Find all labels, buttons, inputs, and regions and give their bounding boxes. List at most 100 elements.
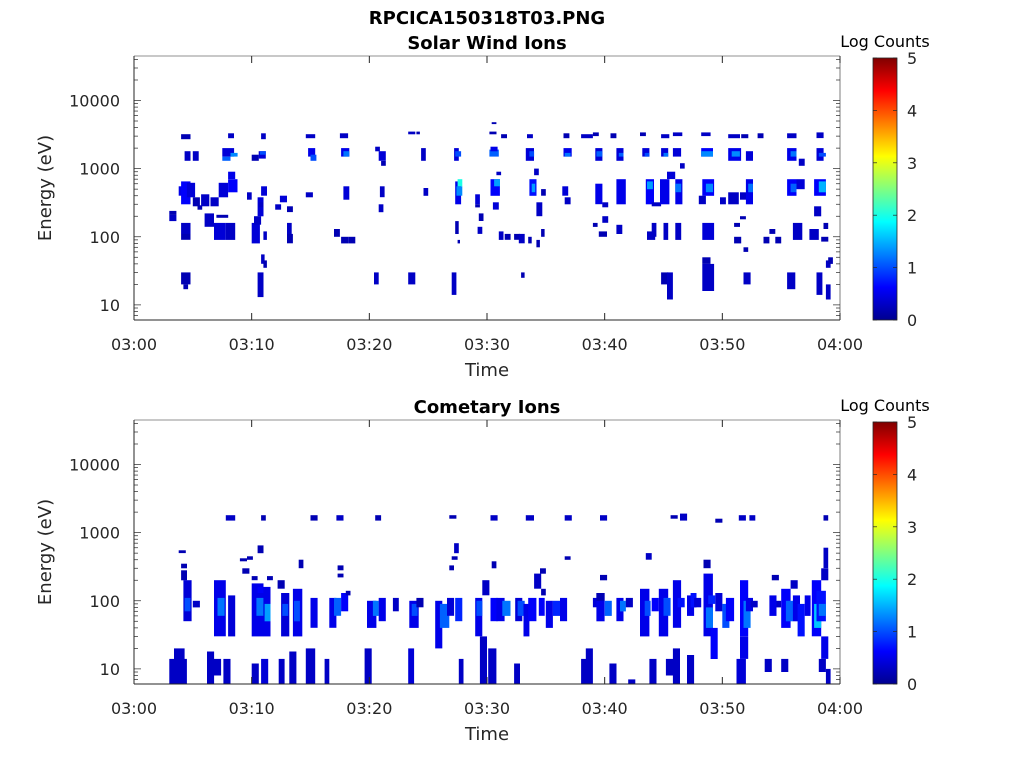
heatmap-cell (264, 603, 271, 622)
heatmap-cell (449, 565, 454, 571)
heatmap-cell (776, 600, 782, 608)
heatmap-cell (823, 547, 829, 569)
heatmap-cell (329, 597, 337, 628)
colorbar-tick-label: 3 (907, 154, 917, 173)
heatmap-cell (498, 231, 504, 240)
heatmap-cell (796, 179, 805, 190)
heatmap-cell (757, 133, 764, 139)
heatmap-cell (661, 148, 669, 157)
heatmap-cell (178, 550, 186, 554)
y-tick-label: 10 (100, 660, 120, 679)
heatmap-cell (675, 222, 682, 240)
heatmap-cell (211, 658, 222, 676)
heatmap-cell (560, 597, 568, 622)
heatmap-cell (563, 133, 570, 139)
heatmap-cell (734, 236, 742, 244)
heatmap-cell (169, 210, 177, 215)
heatmap-cell (337, 573, 344, 578)
heatmap-cell (192, 600, 200, 608)
heatmap-cell (687, 595, 695, 616)
heatmap-cell (769, 229, 776, 234)
heatmap-cell (734, 222, 740, 227)
heatmap-cell (451, 272, 457, 295)
heatmap-cell (769, 595, 777, 616)
heatmap-cell (259, 151, 266, 155)
heatmap-cell (745, 151, 753, 161)
panel-1: 03:00 03:10 03:20 03:30 03:40 03:50 04:0010100… (35, 396, 930, 745)
heatmap-cell (379, 186, 385, 198)
x-tick-label: 03:10 (229, 699, 275, 718)
heatmap-cell (449, 515, 457, 519)
x-tick-label: 03:30 (464, 335, 510, 354)
heatmap-cell (197, 205, 203, 210)
heatmap-cell (372, 600, 379, 616)
heatmap-cell (690, 593, 697, 608)
heatmap-cell (708, 595, 716, 604)
heatmap-cell (596, 151, 603, 157)
heatmap-cell (818, 603, 826, 616)
heatmap-cell (494, 179, 500, 187)
heatmap-cell (454, 543, 459, 554)
heatmap-cell (192, 197, 200, 207)
heatmap-cell (308, 148, 316, 157)
heatmap-cell (705, 607, 713, 628)
heatmap-cell (261, 658, 269, 684)
colorbar-label: Log Counts (840, 32, 930, 51)
heatmap-cell (821, 636, 829, 659)
x-tick-label: 03:00 (111, 335, 157, 354)
heatmap-cell (392, 597, 399, 612)
heatmap-cell (228, 133, 234, 139)
heatmap-cell (416, 597, 424, 608)
heatmap-cell (667, 171, 676, 180)
heatmap-cell (228, 595, 236, 637)
heatmap-cell (731, 151, 740, 157)
x-tick-label: 04:00 (817, 335, 863, 354)
heatmap-cell (514, 663, 520, 684)
heatmap-cell (496, 171, 502, 176)
heatmap-cell (816, 272, 823, 295)
heatmap-cell (665, 658, 676, 676)
heatmap-cell (790, 151, 797, 157)
heatmap-cell (423, 188, 429, 196)
x-tick-label: 03:20 (346, 699, 392, 718)
heatmap-cell (216, 214, 229, 218)
heatmap-cell (821, 236, 829, 242)
heatmap-cell (257, 586, 264, 593)
heatmap-cell (375, 146, 380, 152)
heatmap-cell (702, 257, 711, 264)
heatmap-cell (310, 515, 318, 521)
heatmap-cell (525, 515, 534, 521)
heatmap-cell (287, 206, 293, 213)
heatmap-cell (490, 179, 500, 196)
heatmap-cell (785, 600, 793, 622)
heatmap-cell (239, 558, 247, 562)
heatmap-cell (247, 192, 252, 200)
heatmap-cell (564, 556, 571, 560)
heatmap-cell (183, 284, 189, 290)
heatmap-cell (703, 559, 711, 569)
heatmap-cell (644, 600, 651, 616)
heatmap-cell (279, 195, 287, 203)
heatmap-cell (701, 151, 713, 157)
heatmap-cell (298, 559, 304, 569)
heatmap-cell (201, 194, 210, 207)
heatmap-cell (651, 222, 657, 237)
heatmap-cell (740, 192, 749, 200)
panel-title: Cometary Ions (414, 397, 561, 418)
heatmap-cell (456, 186, 463, 196)
heatmap-cell (378, 597, 386, 622)
heatmap-cell (787, 272, 796, 290)
y-tick-label: 10000 (69, 92, 120, 111)
heatmap-cell (645, 553, 652, 560)
heatmap-cell (616, 224, 623, 234)
heatmap-cell (720, 197, 726, 205)
heatmap-cell (310, 154, 317, 161)
heatmap-cell (343, 151, 350, 157)
heatmap-cell (282, 603, 289, 616)
heatmap-cell (222, 148, 235, 157)
heatmap-cell (595, 183, 603, 205)
heatmap-cell (367, 600, 377, 628)
heatmap-cell (675, 183, 682, 193)
heatmap-cell (531, 183, 536, 193)
